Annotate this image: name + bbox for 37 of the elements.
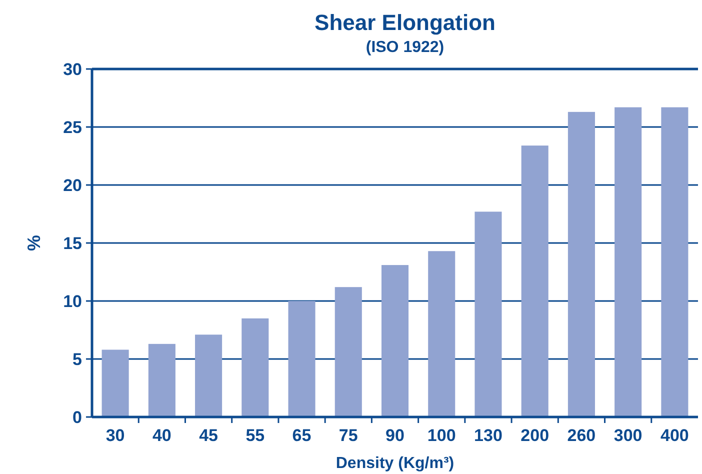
bar [614,107,642,417]
x-tick-label: 260 [567,426,596,445]
x-axis-title: Density (Kg/m³) [336,455,454,472]
chart-subtitle: (ISO 1922) [366,39,444,56]
bar [195,334,222,417]
x-tick-label: 200 [520,426,550,445]
x-tick-label: 300 [614,426,642,445]
bar [521,146,548,417]
bar [568,112,595,417]
y-tick-label: 0 [72,408,82,427]
y-tick-label: 20 [63,176,82,195]
y-tick-label: 25 [63,118,82,137]
y-tick-label: 10 [63,292,82,311]
y-tick-label: 5 [72,350,82,369]
x-tick-label: 100 [427,426,456,445]
chart-title: Shear Elongation [314,10,496,35]
y-axis-title: % [24,234,44,252]
bar [102,350,129,417]
bar [148,344,176,417]
y-tick-label: 30 [63,60,82,79]
x-tick-label: 55 [246,426,265,445]
bar [661,107,688,417]
bar [334,287,362,417]
x-tick-label: 30 [106,426,125,445]
bar [242,318,269,417]
x-tick-label: 40 [152,426,172,445]
bar [381,265,409,417]
bar [474,212,502,417]
x-tick-label: 75 [338,426,358,445]
x-tick-label: 45 [199,426,218,445]
x-tick-label: 65 [292,426,312,445]
x-tick-label: 400 [660,426,689,445]
bar [428,251,456,417]
x-tick-label: 90 [386,426,404,445]
x-tick-label: 130 [474,426,502,445]
bar [288,301,316,417]
y-tick-label: 15 [63,234,82,253]
